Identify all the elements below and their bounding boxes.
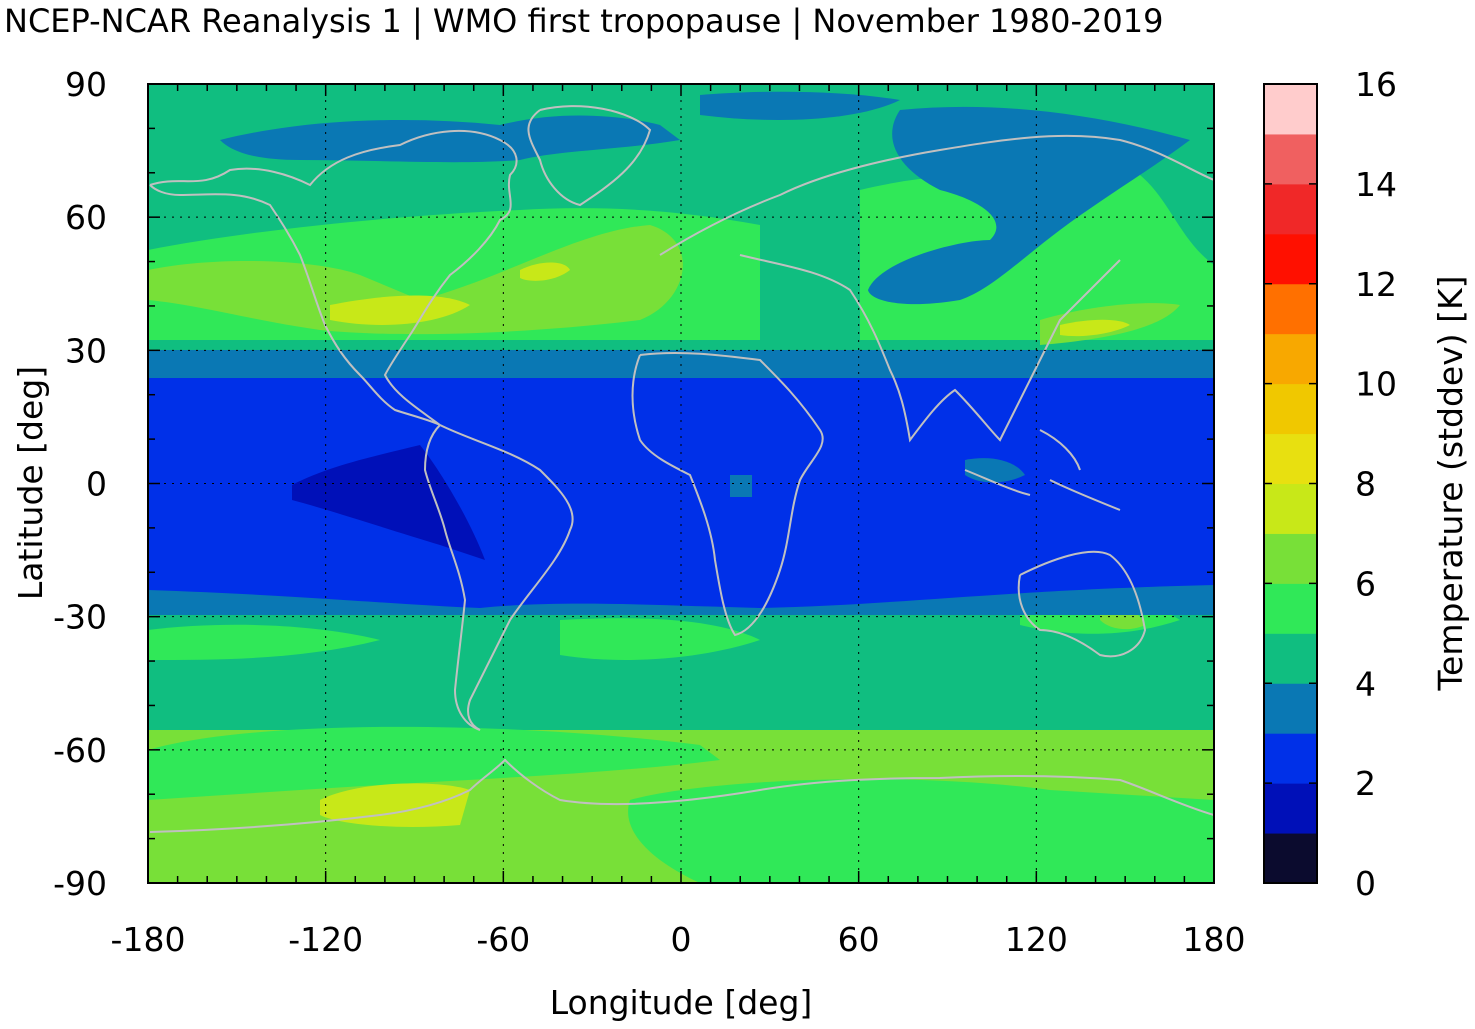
x-axis-label: Longitude [deg] [550, 983, 813, 1022]
region-south-ocean-band [148, 726, 720, 800]
coast-antarctica [149, 758, 1214, 833]
region-north-atlantic-core [520, 262, 570, 281]
map-plot [147, 83, 1215, 884]
colorbar-swatch [1264, 383, 1317, 435]
colorbar-swatch [1264, 433, 1317, 484]
coast-australia [1017, 550, 1147, 658]
map-ticks [147, 83, 1215, 884]
region-amundsen-high [320, 783, 470, 827]
y-tick-label: -90 [53, 864, 107, 903]
x-tick-labels: -180 -120 -60 0 60 120 180 [111, 920, 1246, 959]
coast-north-america [149, 130, 518, 426]
colorbar-swatch [1264, 333, 1317, 385]
colorbar-swatch [1264, 683, 1317, 734]
x-tick-label: 0 [671, 920, 692, 959]
colorbar-swatch [1264, 783, 1317, 834]
region-congo [730, 475, 752, 497]
coast-africa [631, 351, 824, 637]
colorbar-swatch [1264, 533, 1317, 584]
colorbar-tick-label: 6 [1355, 564, 1376, 603]
region-east-pacific-low [292, 445, 485, 560]
colorbar-tick-label: 0 [1355, 864, 1376, 903]
colorbar-tick-label: 12 [1355, 265, 1397, 304]
y-tick-label: 60 [65, 198, 107, 237]
region-north-america-core [330, 295, 470, 325]
coast-greenland [527, 105, 652, 207]
coast-south-america [423, 424, 574, 731]
y-tick-label: 0 [86, 465, 107, 504]
colorbar-swatch [1264, 633, 1317, 684]
y-tick-label: 30 [65, 331, 107, 370]
region-tropics-south-edge [148, 573, 1214, 608]
colorbar-swatch [1264, 733, 1317, 784]
colorbar-swatch [1264, 183, 1317, 235]
y-tick-label: 90 [65, 65, 107, 104]
colorbar-swatch [1264, 84, 1317, 135]
region-tropics [148, 378, 1214, 573]
colorbar-swatch [1264, 233, 1317, 285]
coast-indonesia [964, 429, 1121, 511]
x-tick-label: 60 [838, 920, 880, 959]
colorbar-tick-label: 4 [1355, 664, 1376, 703]
colorbar-tick-labels: 16 14 12 10 8 6 4 2 0 [1264, 65, 1397, 903]
colorbar-swatch [1264, 833, 1317, 884]
coastlines [149, 105, 1214, 833]
y-tick-label: -30 [53, 598, 107, 637]
region-antarctic-east [628, 779, 1214, 883]
region-japan-core [1060, 319, 1130, 337]
x-tick-label: 120 [1005, 920, 1068, 959]
colorbar-tick-label: 16 [1355, 65, 1397, 104]
colorbar-tick-label: 8 [1355, 465, 1376, 504]
region-canada-high [220, 115, 680, 163]
colorbar [1263, 83, 1318, 884]
colorbar-tick-label: 10 [1355, 365, 1397, 404]
region-north-america-jet [148, 225, 683, 335]
figure-title: NCEP-NCAR Reanalysis 1 | WMO first tropo… [4, 2, 1163, 40]
colorbar-label: Temperature (stddev) [K] [1431, 275, 1470, 691]
region-arctic [700, 91, 900, 120]
region-south-atlantic [560, 618, 760, 660]
colorbar-tick-label: 14 [1355, 165, 1397, 204]
coast-eurasia [659, 134, 1214, 443]
y-tick-labels: 90 60 30 0 -30 -60 -90 [53, 65, 107, 903]
x-tick-label: -180 [111, 920, 186, 959]
region-siberia-high [868, 106, 1190, 305]
y-tick-label: -60 [53, 731, 107, 770]
colorbar-tick-label: 2 [1355, 764, 1376, 803]
x-tick-label: -120 [288, 920, 363, 959]
colorbar-swatch [1264, 583, 1317, 634]
colorbar-swatch [1264, 133, 1317, 185]
map-grid [148, 84, 1214, 883]
x-tick-label: 180 [1183, 920, 1246, 959]
region-south-pacific [148, 624, 380, 660]
colorbar-swatch [1264, 283, 1317, 335]
x-tick-label: -60 [476, 920, 530, 959]
y-axis-label: Latitude [deg] [11, 366, 50, 600]
colorbar-swatch [1264, 483, 1317, 534]
